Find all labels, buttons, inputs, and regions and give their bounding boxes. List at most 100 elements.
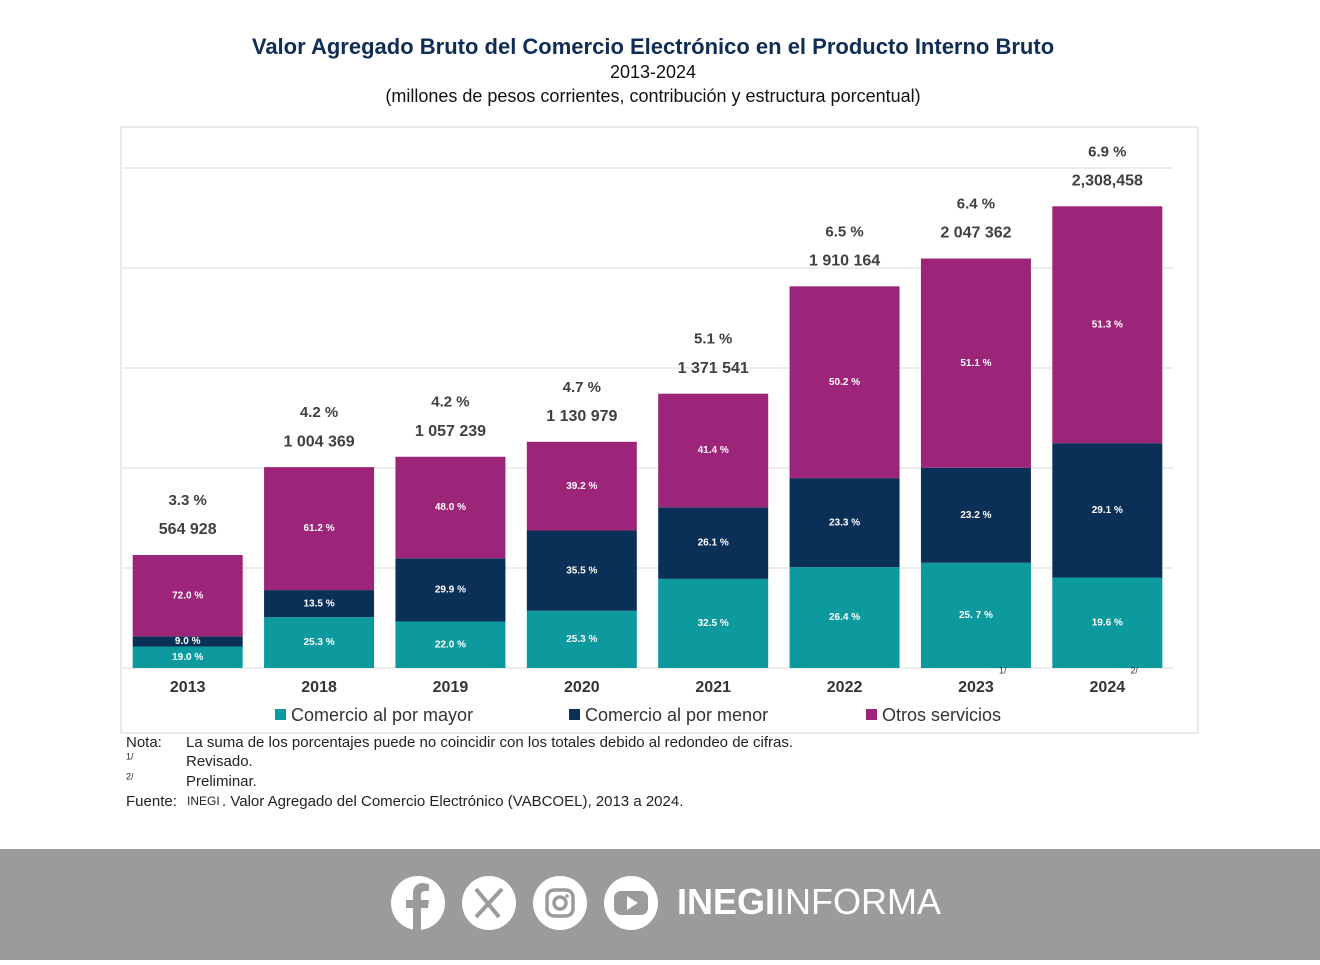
total-label: 2,308,458 <box>1072 173 1143 190</box>
chart-subtitle: (millones de pesos corrientes, contribuc… <box>385 86 920 106</box>
segment-label: 22.0 % <box>435 639 466 650</box>
bar-segment <box>132 555 243 637</box>
segment-label: 50.2 % <box>829 377 860 388</box>
segment-label: 29.9 % <box>435 585 466 596</box>
category-note: 1/ <box>999 665 1007 675</box>
x-tick-label: 2020 <box>564 679 600 696</box>
category-note: 2/ <box>1130 665 1138 675</box>
bar-segment <box>1052 443 1163 578</box>
total-label: 564 928 <box>159 521 217 538</box>
segment-label: 25. 7 % <box>959 610 993 621</box>
contribution-label: 4.7 % <box>563 379 601 396</box>
chart-subtitle: 2013-2024 <box>610 62 696 82</box>
segment-label: 32.5 % <box>698 618 729 629</box>
contribution-label: 6.5 % <box>825 223 863 240</box>
total-label: 1 130 979 <box>546 408 617 425</box>
bar-segment <box>526 610 637 668</box>
notes: Nota: La suma de los porcentajes puede n… <box>126 734 793 810</box>
bar-segment <box>132 636 243 647</box>
note: La suma de los porcentajes puede no coin… <box>186 734 793 751</box>
total-label: 1 057 239 <box>415 423 486 440</box>
bar-segment <box>526 530 637 611</box>
legend-swatch <box>569 709 580 720</box>
bar-segment <box>658 393 769 508</box>
segment-label: 19.0 % <box>172 652 203 663</box>
contribution-label: 6.4 % <box>957 195 995 212</box>
segment-label: 35.5 % <box>566 565 597 576</box>
contribution-label: 4.2 % <box>300 404 338 421</box>
note: Revisado. <box>186 753 253 770</box>
contribution-label: 3.3 % <box>169 492 207 509</box>
legend-swatch <box>275 709 286 720</box>
total-label: 1 910 164 <box>809 253 880 270</box>
legend-label: Comercio al por mayor <box>291 705 473 725</box>
footer-band <box>0 849 1320 960</box>
bar-segment <box>789 286 900 479</box>
bar-segment <box>920 467 1031 563</box>
bar-segment <box>1052 206 1163 444</box>
chart-title: Valor Agregado Bruto del Comercio Electr… <box>252 34 1054 59</box>
segment-label: 19.6 % <box>1092 617 1123 628</box>
note: Preliminar. <box>186 773 257 790</box>
source-org: INEGI <box>187 794 220 808</box>
segment-label: 25.3 % <box>303 637 334 648</box>
segment-label: 25.3 % <box>566 634 597 645</box>
bar-segment <box>132 646 243 668</box>
x-tick-label: 2018 <box>301 679 337 696</box>
x-tick-label: 2019 <box>433 679 469 696</box>
total-label: 2 047 362 <box>940 225 1011 242</box>
segment-label: 23.2 % <box>960 510 991 521</box>
contribution-label: 5.1 % <box>694 331 732 348</box>
segment-label: 48.0 % <box>435 502 466 513</box>
segment-label: 26.1 % <box>698 538 729 549</box>
segment-label: 39.2 % <box>566 481 597 492</box>
legend-swatch <box>866 709 877 720</box>
segment-label: 13.5 % <box>303 598 334 609</box>
bar-segment <box>264 590 375 618</box>
bar-segment <box>658 578 769 668</box>
bar-segment <box>1052 577 1163 668</box>
source-label: Fuente: <box>126 793 177 810</box>
source: . Valor Agregado del Comercio Electrónic… <box>222 793 683 810</box>
instagram-icon[interactable] <box>533 876 587 930</box>
legend-label: Comercio al por menor <box>585 705 768 725</box>
x-tick-label: 2023 <box>958 679 994 696</box>
bar-segment <box>264 617 375 668</box>
bar-segment <box>789 478 900 568</box>
social-icons <box>391 876 658 930</box>
bar-segment <box>395 558 506 622</box>
bar-segment <box>920 562 1031 668</box>
segment-label: 61.2 % <box>303 523 334 534</box>
bar-segment <box>526 441 637 531</box>
segment-label: 23.3 % <box>829 517 860 528</box>
bar-segment <box>789 567 900 668</box>
segment-label: 9.0 % <box>175 636 201 647</box>
bar-segment <box>395 621 506 668</box>
legend-label: Otros servicios <box>882 705 1001 725</box>
brand: INEGIINFORMA <box>677 881 941 922</box>
contribution-label: 6.9 % <box>1088 143 1126 160</box>
bar-segment <box>920 258 1031 468</box>
brand-light: INFORMA <box>775 881 941 922</box>
brand-bold: INEGI <box>677 881 775 922</box>
segment-label: 26.4 % <box>829 612 860 623</box>
x-tick-label: 2022 <box>827 679 863 696</box>
x-tick-label: 2024 <box>1090 679 1126 696</box>
bar-segment <box>264 467 375 591</box>
total-label: 1 004 369 <box>283 433 354 450</box>
bar-segment <box>395 456 506 559</box>
note-mark: 1/ <box>126 751 134 761</box>
note-mark: 2/ <box>126 771 134 781</box>
bar-segment <box>658 507 769 579</box>
note-label: Nota: <box>126 734 162 751</box>
x-tick-label: 2021 <box>695 679 731 696</box>
segment-label: 72.0 % <box>172 590 203 601</box>
segment-label: 29.1 % <box>1092 505 1123 516</box>
contribution-label: 4.2 % <box>431 394 469 411</box>
x-tick-label: 2013 <box>170 679 206 696</box>
segment-label: 41.4 % <box>698 445 729 456</box>
segment-label: 51.1 % <box>960 358 991 369</box>
total-label: 1 371 541 <box>678 360 749 377</box>
segment-label: 51.3 % <box>1092 319 1123 330</box>
